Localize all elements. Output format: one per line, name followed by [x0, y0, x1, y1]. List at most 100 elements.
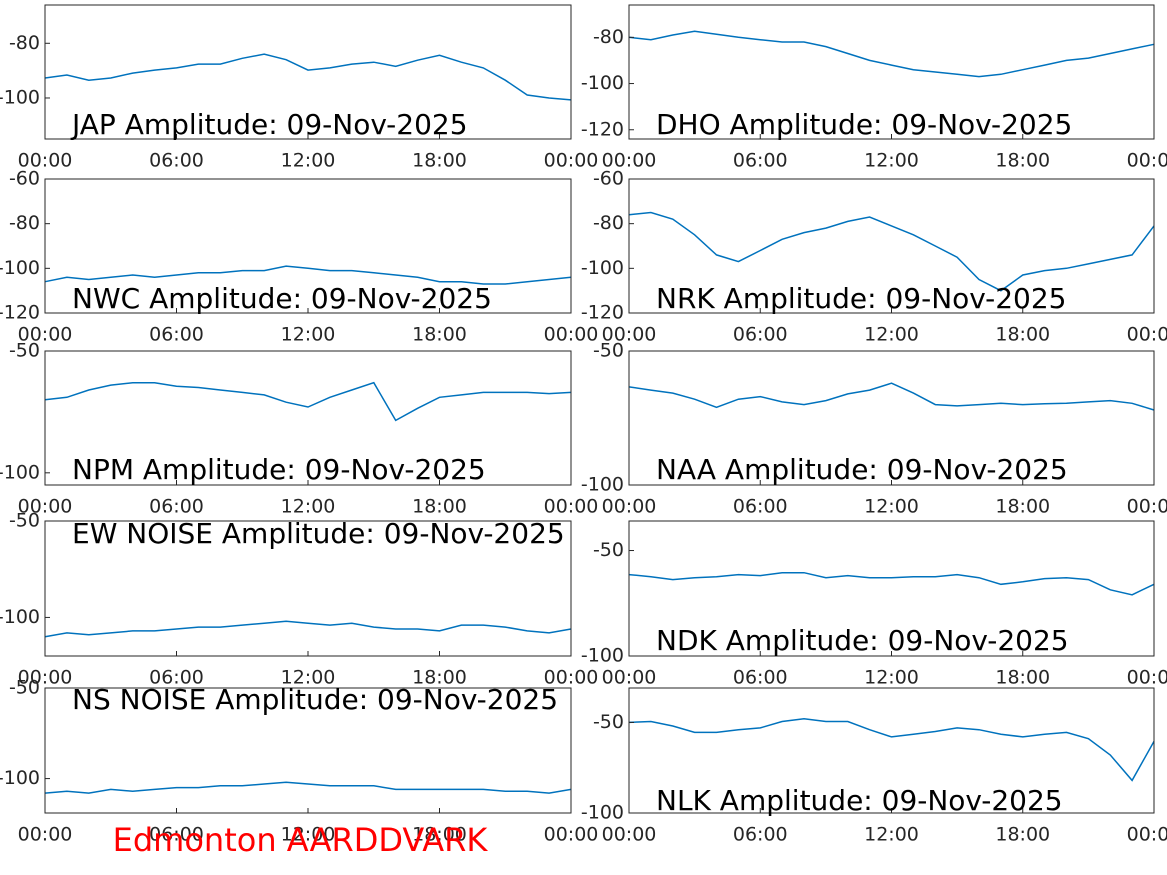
plot-area [629, 351, 1154, 485]
plot-area [629, 521, 1154, 656]
y-tick-label: -100 [0, 257, 40, 279]
x-tick-label: 00:00 [544, 324, 599, 346]
subplot-title: JAP Amplitude: 09-Nov-2025 [70, 108, 468, 141]
x-tick-label: 00:00 [18, 324, 73, 346]
subplot-title: NPM Amplitude: 09-Nov-2025 [72, 453, 486, 486]
x-tick-label: 12:00 [864, 824, 919, 846]
y-tick-label: -60 [593, 168, 624, 190]
y-tick-label: -80 [593, 26, 624, 48]
x-tick-label: 00:00 [544, 667, 599, 689]
subplot: -100 -50 00:00 06:00 12:00 18:00 00:00 EW NOISE… [0, 510, 598, 689]
data-line [44, 781, 572, 794]
x-tick-label: 00:00 [544, 150, 599, 172]
x-tick-label: 00:00 [1127, 496, 1167, 518]
plot-area [45, 351, 571, 485]
y-tick-label: -50 [9, 510, 40, 532]
axes-frame [44, 520, 572, 657]
y-tick-label: -100 [0, 461, 40, 483]
x-tick-label: 00:00 [602, 667, 657, 689]
data-line [628, 382, 1155, 411]
subplot-title: NAA Amplitude: 09-Nov-2025 [656, 453, 1068, 486]
x-tick-label: 00:00 [18, 150, 73, 172]
subplot-title: NS NOISE Amplitude: 09-Nov-2025 [72, 683, 558, 716]
data-line [628, 30, 1155, 78]
x-tick-label: 00:00 [1127, 824, 1167, 846]
y-tick-label: -100 [581, 72, 624, 94]
x-tick-label: 06:00 [149, 824, 204, 846]
x-tick-label: 12:00 [864, 150, 919, 172]
subplot-title: NWC Amplitude: 09-Nov-2025 [72, 282, 492, 315]
y-tick-label: -120 [0, 302, 40, 324]
x-tick-label: 12:00 [864, 324, 919, 346]
subplot: -100 -50 00:00 06:00 12:00 18:00 00:00 NAA Ampl… [581, 340, 1167, 518]
x-tick-label: 00:00 [1127, 150, 1167, 172]
y-tick-label: -50 [9, 677, 40, 699]
y-tick-label: -50 [593, 340, 624, 362]
x-tick-label: 12:00 [281, 667, 336, 689]
x-tick-label: 18:00 [995, 150, 1050, 172]
axes-frame [44, 350, 572, 486]
plot-area [45, 688, 571, 813]
subplot-title: NRK Amplitude: 09-Nov-2025 [656, 282, 1066, 315]
subplot-title: DHO Amplitude: 09-Nov-2025 [656, 108, 1072, 141]
x-tick-label: 18:00 [412, 496, 467, 518]
subplot: -100 -80 00:00 06:00 12:00 18:00 00:00 JAP Ampl… [0, 4, 599, 172]
x-tick-label: 18:00 [412, 824, 467, 846]
x-tick-label: 00:00 [18, 667, 73, 689]
footer-label: Edmonton AARDDVARK [113, 821, 489, 859]
x-tick-label: 12:00 [281, 496, 336, 518]
x-tick-label: 18:00 [995, 324, 1050, 346]
x-tick-label: 06:00 [733, 667, 788, 689]
subplot-title: NLK Amplitude: 09-Nov-2025 [656, 784, 1063, 817]
y-tick-label: -100 [0, 767, 40, 789]
x-tick-label: 18:00 [995, 667, 1050, 689]
x-tick-label: 00:00 [18, 824, 73, 846]
data-line [44, 381, 572, 422]
x-tick-label: 12:00 [281, 324, 336, 346]
data-line [44, 53, 572, 101]
x-tick-label: 00:00 [602, 824, 657, 846]
axes-frame [44, 687, 572, 814]
x-tick-label: 06:00 [149, 496, 204, 518]
y-tick-label: -100 [581, 802, 624, 824]
x-tick-label: 12:00 [281, 824, 336, 846]
subplot-title: NDK Amplitude: 09-Nov-2025 [656, 624, 1069, 657]
y-tick-label: -60 [9, 168, 40, 190]
y-tick-label: -80 [9, 32, 40, 54]
y-tick-label: -100 [0, 606, 40, 628]
x-tick-label: 06:00 [149, 667, 204, 689]
axes-frame [628, 350, 1155, 486]
plot-area [45, 179, 571, 313]
subplot: -100 -50 00:00 06:00 12:00 18:00 00:00 NPM Ampl… [0, 340, 598, 518]
axes-frame [628, 178, 1155, 314]
x-tick-label: 00:00 [18, 496, 73, 518]
x-tick-label: 06:00 [149, 150, 204, 172]
x-tick-label: 00:00 [544, 824, 599, 846]
plot-area [45, 521, 571, 656]
x-tick-label: 12:00 [281, 150, 336, 172]
y-tick-label: -100 [581, 645, 624, 667]
x-tick-label: 06:00 [733, 496, 788, 518]
x-tick-label: 06:00 [733, 824, 788, 846]
plot-area [629, 5, 1154, 139]
x-tick-label: 06:00 [149, 324, 204, 346]
axes-frame [44, 4, 572, 140]
plot-area [629, 688, 1154, 813]
subplot: -120 -100 -80 -60 00:00 06:00 12:00 18:00 00:00 N… [581, 168, 1167, 346]
data-line [44, 265, 572, 285]
y-tick-label: -100 [581, 257, 624, 279]
data-line [44, 620, 572, 638]
data-line [628, 571, 1155, 596]
axes-frame [44, 178, 572, 314]
y-tick-label: -80 [593, 212, 624, 234]
y-tick-label: -120 [581, 118, 624, 140]
y-tick-label: -80 [9, 212, 40, 234]
data-line [628, 211, 1155, 292]
y-tick-label: -100 [0, 86, 40, 108]
y-tick-label: -100 [581, 474, 624, 496]
x-tick-label: 12:00 [864, 496, 919, 518]
y-tick-label: -120 [581, 302, 624, 324]
y-tick-label: -50 [9, 340, 40, 362]
subplot: -100 -50 00:00 06:00 12:00 18:00 00:00 NS NOISE… [0, 677, 598, 846]
